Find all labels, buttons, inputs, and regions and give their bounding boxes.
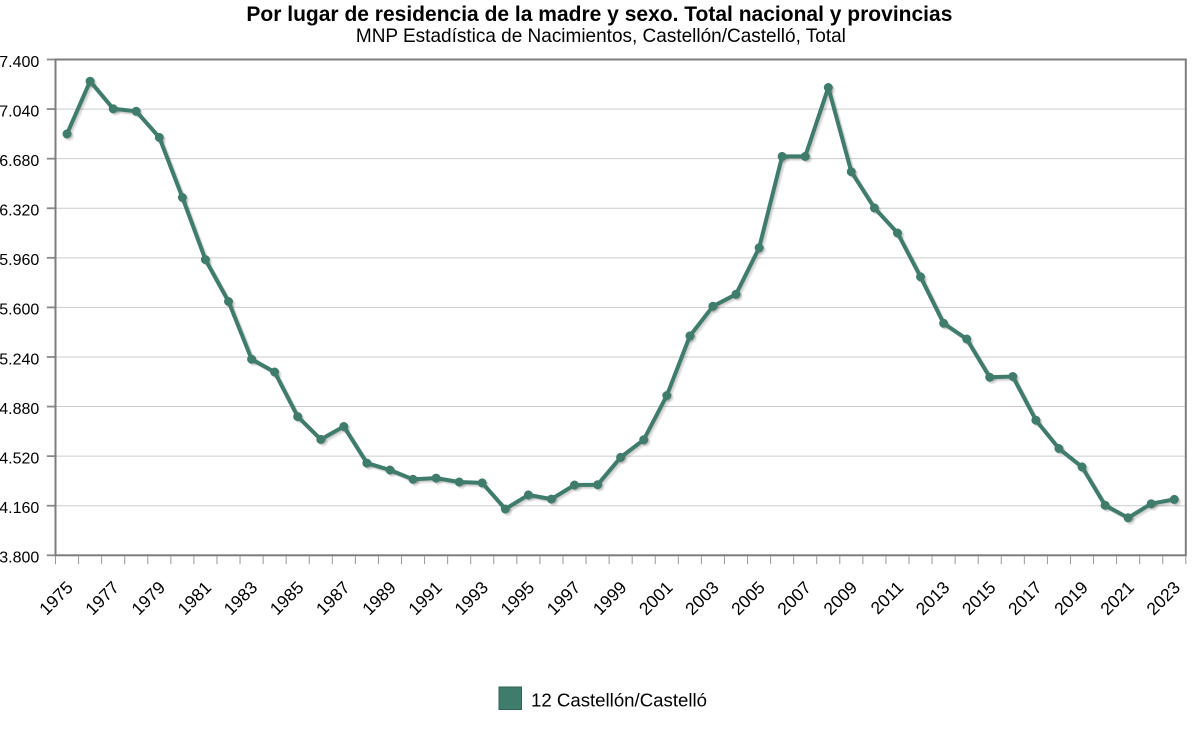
svg-text:1995: 1995 [497,577,539,619]
svg-text:1977: 1977 [81,577,123,619]
svg-text:7.400: 7.400 [0,54,39,71]
svg-text:2015: 2015 [958,577,1000,619]
svg-text:2019: 2019 [1050,577,1092,619]
svg-text:12 Castellón/Castelló: 12 Castellón/Castelló [531,689,707,710]
svg-text:6.320: 6.320 [0,203,39,220]
svg-text:1985: 1985 [266,577,308,619]
svg-text:1983: 1983 [220,577,262,619]
svg-text:2009: 2009 [819,577,861,619]
svg-text:2003: 2003 [681,577,723,619]
svg-text:2007: 2007 [773,577,815,619]
svg-text:1997: 1997 [543,577,585,619]
svg-text:1981: 1981 [174,577,216,619]
svg-text:6.680: 6.680 [0,153,39,170]
svg-text:4.880: 4.880 [0,401,39,418]
svg-text:Por lugar de residencia de la: Por lugar de residencia de la madre y se… [246,2,952,26]
svg-text:2001: 2001 [635,577,677,619]
svg-text:1999: 1999 [589,577,631,619]
svg-text:1989: 1989 [358,577,400,619]
svg-text:5.600: 5.600 [0,302,39,319]
svg-text:2017: 2017 [1004,577,1046,619]
svg-text:1975: 1975 [35,577,77,619]
svg-text:1991: 1991 [404,577,446,619]
svg-text:MNP Estadística de Nacimientos: MNP Estadística de Nacimientos, Castelló… [356,25,846,47]
svg-text:4.520: 4.520 [0,450,39,467]
svg-text:2011: 2011 [867,577,908,618]
svg-text:5.960: 5.960 [0,252,39,269]
svg-text:3.800: 3.800 [0,550,39,567]
svg-text:1979: 1979 [127,577,169,619]
svg-text:2005: 2005 [727,577,769,619]
svg-text:1987: 1987 [312,577,354,619]
svg-text:4.160: 4.160 [0,500,39,517]
svg-text:2023: 2023 [1142,577,1184,619]
svg-text:2013: 2013 [912,577,954,619]
svg-text:7.040: 7.040 [0,103,39,120]
svg-text:2021: 2021 [1096,577,1138,619]
svg-text:1993: 1993 [450,577,492,619]
svg-text:5.240: 5.240 [0,351,39,368]
